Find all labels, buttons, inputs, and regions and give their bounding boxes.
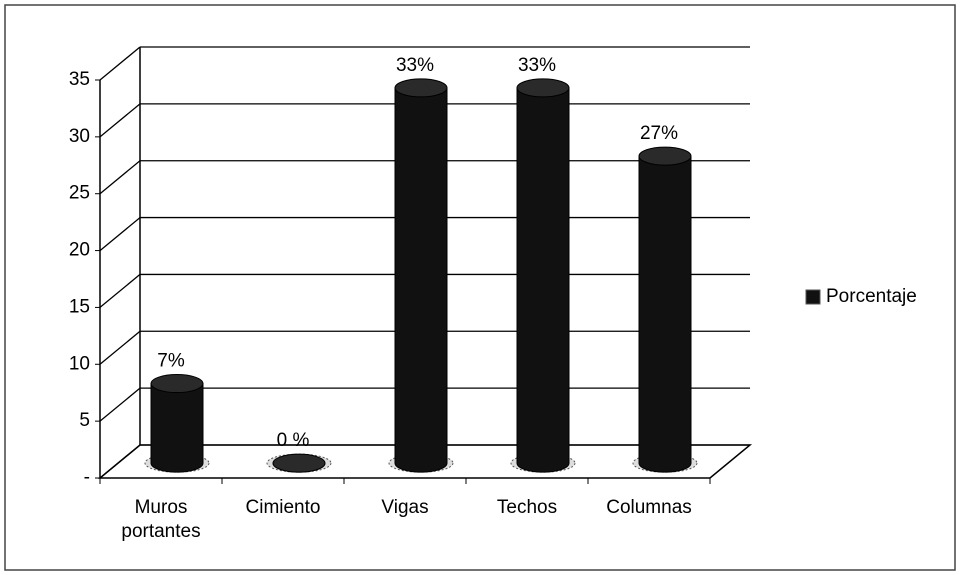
bar-top	[272, 453, 326, 473]
y-tick-label: 15	[69, 296, 90, 317]
grid-line-side	[99, 330, 141, 365]
y-tick-label: -	[84, 467, 90, 488]
data-label: 33%	[396, 55, 434, 76]
bar-top	[150, 374, 204, 394]
grid-line-side	[99, 217, 141, 252]
bar-top	[516, 78, 570, 98]
data-label: 33%	[518, 55, 556, 76]
data-label: 0 %	[277, 430, 310, 451]
y-tick-label: 30	[69, 126, 90, 147]
grid-line-side	[99, 444, 141, 479]
bar	[516, 87, 570, 473]
legend-swatch	[805, 289, 821, 305]
x-tick-label: Cimiento	[245, 497, 321, 518]
bar	[394, 87, 448, 473]
bar-top	[638, 146, 692, 166]
bar	[150, 383, 204, 473]
grid-line-side	[99, 103, 141, 138]
y-tick-label: 20	[69, 240, 90, 261]
y-tick-label: 5	[79, 410, 90, 431]
grid-line-side	[99, 46, 141, 81]
data-label: 7%	[157, 351, 185, 372]
y-tick-label: 35	[69, 69, 90, 90]
y-tick-label: 10	[69, 353, 90, 374]
x-tick-label: Vigas	[381, 497, 429, 518]
x-tick-label: Techos	[496, 497, 558, 518]
chart-border	[4, 4, 956, 571]
legend-label: Porcentaje	[826, 286, 917, 307]
grid-line-side	[99, 273, 141, 308]
bar	[638, 155, 692, 473]
grid-line-side	[99, 387, 141, 422]
x-tick-label: Muros portantes	[121, 497, 201, 542]
y-tick-label: 25	[69, 183, 90, 204]
grid-line-side	[99, 160, 141, 195]
data-label: 27%	[640, 123, 678, 144]
bar-top	[394, 78, 448, 98]
x-tick-label: Columnas	[606, 497, 692, 518]
